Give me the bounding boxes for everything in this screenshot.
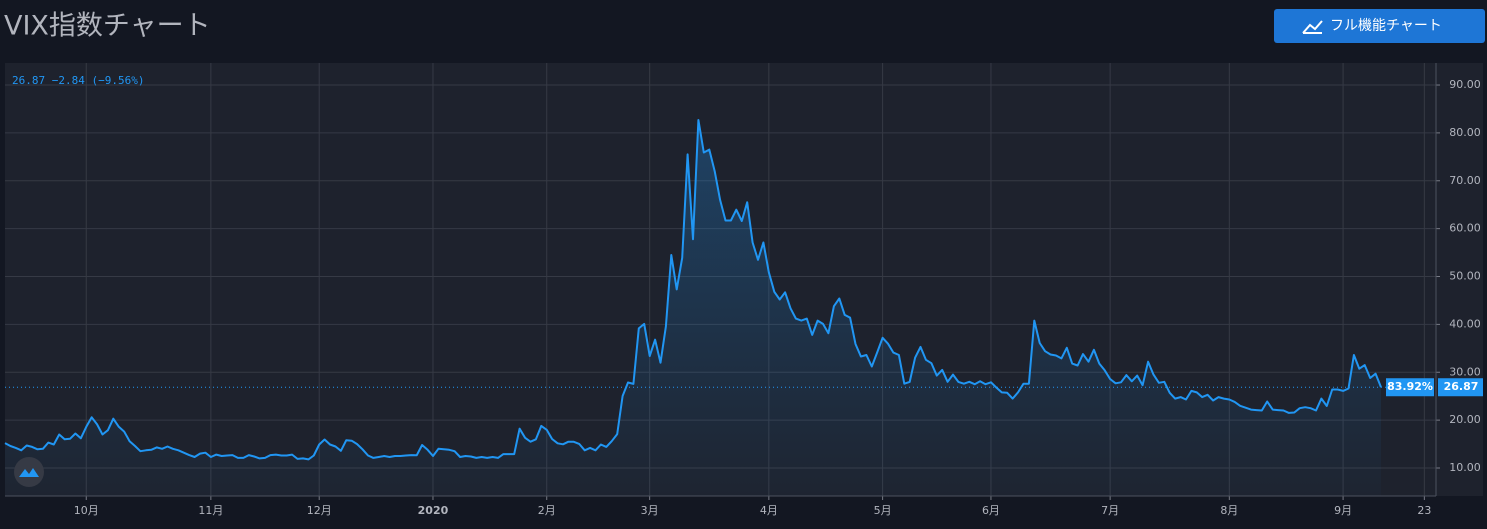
y-tick-label: 30.00 [1449,365,1481,378]
y-tick-label: 90.00 [1449,78,1481,91]
change-badge-bg [1386,378,1434,397]
y-tick-label: 80.00 [1449,126,1481,139]
y-tick-label: 20.00 [1449,413,1481,426]
logo [14,457,44,487]
line-series [4,119,1382,461]
x-tick-label: 8月 [1220,504,1238,517]
last-value-badge-bg [1438,378,1483,397]
x-tick-label: 12月 [307,504,332,517]
status-legend: 26.87 −2.84 (−9.56%) [12,74,144,87]
y-tick-label: 50.00 [1449,270,1481,283]
x-tick-label: 5月 [874,504,892,517]
full-chart-button[interactable]: フル機能チャート [1274,9,1485,43]
page-title: VIX指数チャート [4,11,211,42]
axis-background [1436,63,1483,496]
change-badge: 83.92% [1387,380,1433,393]
y-tick-label: 10.00 [1449,461,1481,474]
logo-circle [14,457,44,487]
x-tick-label: 2020 [418,504,449,517]
button-label[interactable]: フル機能チャート [1330,18,1442,34]
button-icon[interactable] [1302,20,1323,34]
logo-mark [19,468,39,477]
button-background[interactable] [1274,9,1485,43]
x-tick-label: 6月 [982,504,1000,517]
x-tick-label: 9月 [1334,504,1352,517]
x-tick-label: 11月 [198,504,223,517]
x-tick-label: 23 [1417,504,1431,517]
series [4,119,1436,496]
y-tick-label: 70.00 [1449,174,1481,187]
x-tick-label: 10月 [74,504,99,517]
x-tick-label: 3月 [641,504,659,517]
area-fill [5,120,1381,496]
axes: 10.00 20.00 30.00 40.00 50.00 60.00 70.00 80.00… [5,63,1483,517]
x-tick-label: 4月 [760,504,778,517]
y-tick-label: 60.00 [1449,222,1481,235]
x-tick-label: 2月 [538,504,556,517]
x-tick-label: 7月 [1101,504,1119,517]
last-value-label: 26.87 [1444,380,1479,393]
y-tick-label: 40.00 [1449,317,1481,330]
